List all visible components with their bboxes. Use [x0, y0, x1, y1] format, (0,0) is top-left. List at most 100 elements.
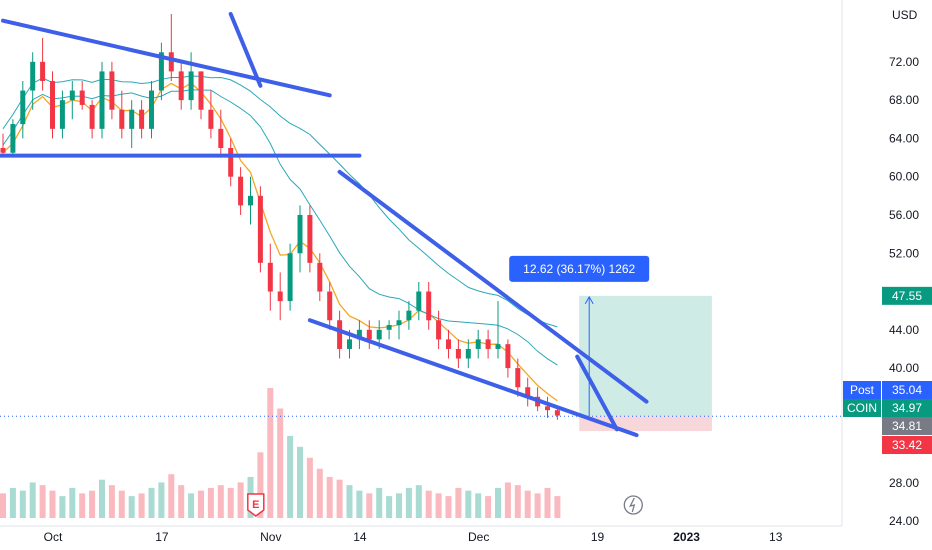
candle-body — [485, 339, 491, 349]
candle-body — [525, 387, 531, 397]
axis-layer: USD 24.00 28.00 40.00 44.00 52.00 56.00 60.00 64… — [0, 0, 919, 544]
x-tick-label: 19 — [591, 530, 605, 544]
price-badge — [882, 417, 932, 435]
volume-bar — [544, 487, 551, 518]
y-tick-label: 24.00 — [889, 514, 919, 528]
volume-bar — [188, 493, 195, 518]
candle-body — [30, 61, 36, 91]
y-tick-label: 44.00 — [889, 323, 919, 337]
candle-body — [465, 348, 471, 359]
price-badge-text: 35.04 — [892, 383, 922, 397]
volume-bar — [504, 482, 511, 518]
candle-body — [505, 344, 511, 369]
price-badge-tag-text: COIN — [847, 401, 877, 415]
volume-bar — [475, 493, 482, 518]
volume-bar — [366, 493, 373, 518]
volume-bar — [287, 435, 294, 518]
volume-bar — [396, 493, 402, 518]
ma-slow-line — [2, 75, 558, 328]
trendline — [228, 12, 263, 88]
volume-bar — [89, 490, 96, 518]
volume-bar — [277, 408, 284, 518]
candle-body — [109, 71, 115, 110]
y-tick-label: 60.00 — [889, 170, 919, 184]
volume-bar — [524, 490, 531, 518]
trendline-layer[interactable] — [0, 12, 649, 438]
candle-body — [416, 291, 422, 311]
candle-body — [406, 310, 412, 321]
candle-body — [188, 71, 194, 101]
candle-body — [158, 52, 164, 91]
volume-bar — [376, 487, 383, 518]
candle-body — [297, 214, 303, 254]
candle-body — [327, 291, 333, 321]
candle-body — [515, 368, 521, 388]
volume-bar — [455, 487, 462, 518]
volume-bar — [534, 493, 541, 518]
volume-bar — [297, 446, 303, 518]
lightning-icon — [629, 497, 636, 513]
candle-body — [149, 90, 154, 129]
candle-body — [59, 100, 65, 129]
candle-body — [10, 124, 16, 153]
candle-body — [426, 291, 432, 321]
y-tick-label: 52.00 — [889, 246, 919, 260]
volume-bar — [465, 490, 472, 518]
price-badge-layer: 47.55 Post 35.04 COIN 34.97 34.81 33.42 — [843, 286, 932, 454]
volume-bar — [356, 490, 363, 518]
long-position-tool[interactable]: 12.62 (36.17%) 1262 — [0, 255, 842, 432]
volume-bar — [435, 493, 442, 518]
candle-body — [99, 71, 105, 129]
candle-body — [119, 109, 125, 129]
ema-fast-line — [2, 82, 558, 402]
x-tick-label: Dec — [468, 530, 489, 544]
candle-body — [228, 147, 234, 177]
position-arrow-head — [584, 295, 594, 305]
candle-body — [69, 90, 75, 101]
position-label-text: 12.62 (36.17%) 1262 — [523, 262, 635, 276]
price-badge-text: 47.55 — [892, 289, 922, 303]
volume-bar — [237, 482, 244, 518]
price-badge — [882, 399, 932, 417]
volume-bar — [415, 485, 422, 518]
volume-bar — [425, 490, 432, 518]
candle-body — [129, 109, 135, 129]
trendline — [307, 318, 639, 438]
volume-bar — [39, 485, 46, 518]
price-badge-tag — [843, 399, 881, 417]
volume-bar — [118, 490, 125, 518]
candle-body — [40, 61, 46, 81]
volume-bar — [29, 482, 36, 518]
price-badge-text: 34.97 — [892, 401, 922, 415]
event-marker-layer[interactable]: E — [247, 493, 643, 517]
candle-body — [475, 339, 481, 349]
candle-body — [287, 253, 293, 302]
x-tick-label: 13 — [769, 530, 783, 544]
candle-body — [218, 128, 224, 148]
x-tick-label: Oct — [44, 530, 63, 544]
candle-body — [20, 90, 26, 125]
volume-bar — [227, 487, 234, 518]
price-badge-tag-text: Post — [850, 383, 875, 397]
candle-body — [386, 325, 392, 330]
volume-bar — [148, 487, 155, 518]
trendline — [337, 169, 649, 404]
candle-body — [436, 320, 442, 340]
earnings-marker-label: E — [252, 499, 259, 511]
volume-bar — [19, 490, 26, 518]
trendline — [1, 18, 332, 98]
y-tick-label: 56.00 — [889, 208, 919, 222]
volume-bar — [0, 493, 6, 518]
volume-bar — [386, 496, 393, 518]
volume-bar — [9, 487, 16, 518]
candle-body — [366, 329, 372, 340]
volume-bar — [59, 496, 66, 518]
volume-bar — [69, 487, 76, 518]
volume-bar — [257, 452, 264, 518]
price-badge-text: 33.42 — [892, 438, 922, 452]
y-tick-label: 72.00 — [889, 55, 919, 69]
volume-bar — [514, 485, 521, 518]
volume-bar — [306, 457, 313, 518]
volume-bar — [99, 479, 105, 518]
